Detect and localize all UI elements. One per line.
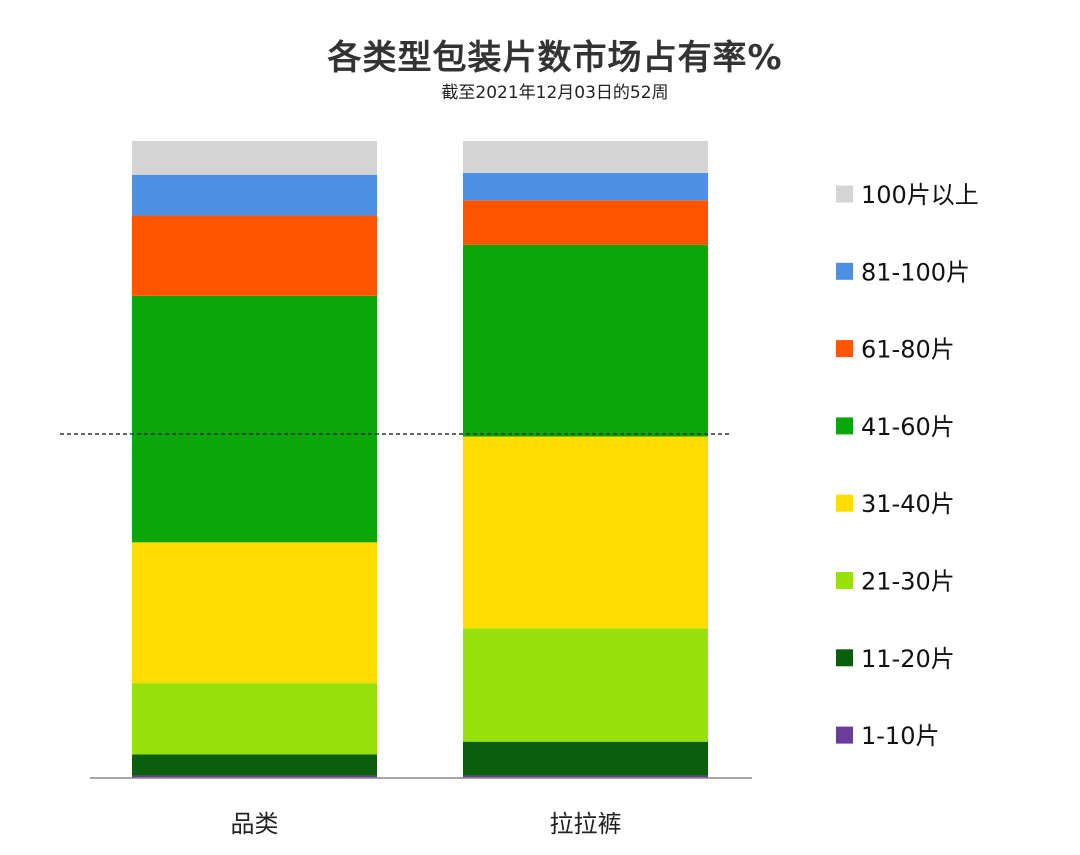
bar-segment-category-11-20 [132,754,377,776]
legend-item: 21-30片 [836,568,955,596]
legend-label: 100片以上 [861,181,979,209]
bar-segment-pull-up-pants-100 [463,141,708,173]
legend-item: 31-40片 [836,490,955,518]
legend-item: 11-20片 [836,645,955,673]
chart-title: 各类型包装片数市场占有率% [327,38,783,78]
legend-label: 1-10片 [861,722,939,750]
legend-item: 1-10片 [836,722,939,750]
legend-label: 61-80片 [861,336,955,364]
legend-label: 21-30片 [861,568,955,596]
legend-swatch [836,417,853,435]
legend-item: 41-60片 [836,413,955,441]
bar-segment-pull-up-pants-11-20 [463,741,708,776]
bar-segment-category-21-30 [132,683,377,755]
bar-segment-category-41-60 [132,295,377,543]
legend-item: 61-80片 [836,336,955,364]
category-labels: 品类 拉拉裤 [231,810,622,838]
bar-segment-pull-up-pants-1-10 [463,775,708,778]
legend: 100片以上 81-100片 61-80片 41-60片 31-40片 21-30片 11-… [836,181,979,750]
legend-item: 81-100片 [836,258,970,286]
legend-swatch [836,726,853,744]
legend-label: 11-20片 [861,645,955,673]
legend-label: 31-40片 [861,490,955,518]
bar-segment-pull-up-pants-31-40 [463,436,708,629]
bar-segment-category-1-10 [132,775,377,778]
legend-label: 41-60片 [861,413,955,441]
bar-segment-category-100 [132,141,377,175]
bar-segment-category-61-80 [132,215,377,296]
legend-swatch [836,572,853,589]
category-label: 拉拉裤 [550,810,622,838]
bar-segment-category-31-40 [132,542,377,684]
chart-subtitle: 截至2021年12月03日的52周 [441,83,669,103]
bar-segment-pull-up-pants-41-60 [463,244,708,437]
legend-item: 100片以上 [836,181,979,209]
bar-segment-category-81-100 [132,174,377,216]
legend-swatch [836,340,853,358]
legend-swatch [836,262,853,280]
bar-segment-pull-up-pants-21-30 [463,628,708,742]
category-label: 品类 [231,810,279,838]
legend-swatch [836,185,853,203]
legend-swatch [836,494,853,512]
bar-segment-pull-up-pants-81-100 [463,172,708,201]
bars-layer [132,141,708,778]
bar-segment-pull-up-pants-61-80 [463,200,708,245]
legend-swatch [836,649,853,667]
legend-label: 81-100片 [861,258,970,286]
